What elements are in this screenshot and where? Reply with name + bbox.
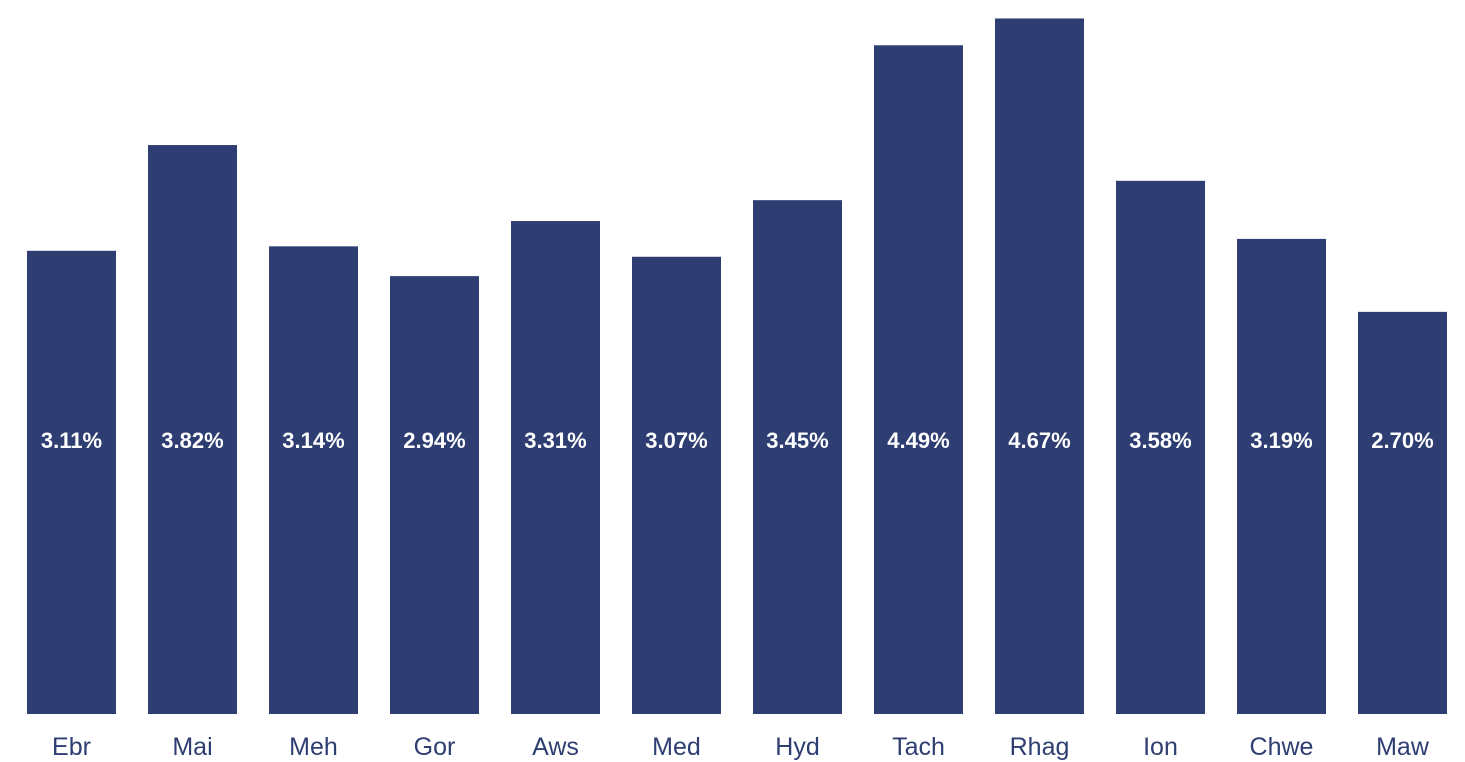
bar-rhag xyxy=(995,18,1084,715)
bar-value-label: 3.82% xyxy=(161,428,223,453)
bar-value-label: 3.19% xyxy=(1250,428,1312,453)
bar-tach xyxy=(874,45,963,714)
bar-value-label: 3.58% xyxy=(1129,428,1191,453)
bar-chwe xyxy=(1237,238,1326,714)
x-tick-label: Hyd xyxy=(775,733,819,761)
x-tick-label: Tach xyxy=(892,733,945,761)
bar-hyd xyxy=(753,200,842,714)
x-tick-label: Chwe xyxy=(1250,733,1314,761)
x-tick-label: Ion xyxy=(1143,733,1178,761)
bar-value-label: 3.07% xyxy=(645,428,707,453)
x-tick-label: Aws xyxy=(532,733,579,761)
x-tick-label: Mai xyxy=(172,733,212,761)
bar-meh xyxy=(269,246,358,714)
value-labels-group: 3.11% 3.82% 3.14% 2.94% 3.31% 3.07% 3.45% 4.49%… xyxy=(41,428,1434,453)
bar-maw xyxy=(1358,311,1447,714)
bar-ebr xyxy=(27,250,116,714)
bar-ion xyxy=(1116,180,1205,714)
x-tick-label: Ebr xyxy=(52,733,91,761)
x-tick-label: Maw xyxy=(1376,733,1430,761)
bar-med xyxy=(632,256,721,714)
bar-value-label: 3.31% xyxy=(524,428,586,453)
bar-value-label: 4.67% xyxy=(1008,428,1070,453)
bar-value-label: 3.45% xyxy=(766,428,828,453)
bar-value-label: 4.49% xyxy=(887,428,949,453)
x-tick-label: Gor xyxy=(414,733,456,761)
bar-value-label: 3.14% xyxy=(282,428,344,453)
x-tick-label: Meh xyxy=(289,733,338,761)
bars-group xyxy=(27,18,1447,715)
x-tick-label: Med xyxy=(652,733,701,761)
bar-gor xyxy=(390,276,479,714)
bar-mai xyxy=(148,145,237,714)
x-tick-label: Rhag xyxy=(1010,733,1070,761)
bar-value-label: 2.94% xyxy=(403,428,465,453)
bar-value-label: 3.11% xyxy=(41,428,102,453)
bar-aws xyxy=(511,221,600,714)
bar-value-label: 2.70% xyxy=(1371,428,1433,453)
x-axis-tick-labels: Ebr Mai Meh Gor Aws Med Hyd Tach Rhag Ion Chwe Maw xyxy=(52,733,1430,761)
